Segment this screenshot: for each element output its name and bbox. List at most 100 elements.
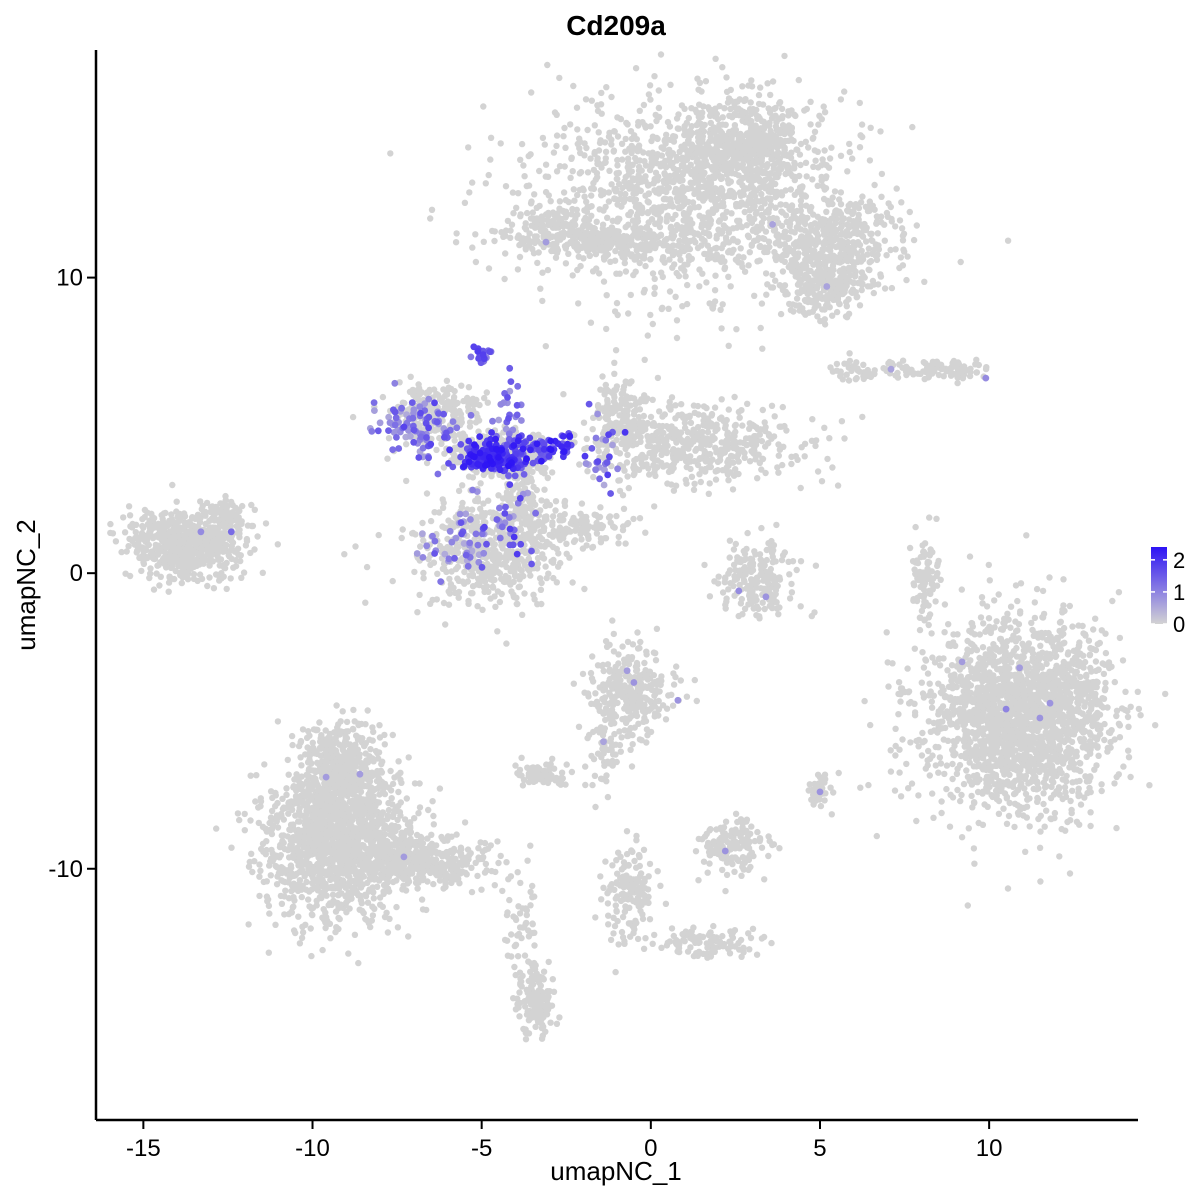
- cell-point: [636, 399, 643, 406]
- cell-point: [547, 198, 554, 205]
- cell-point: [768, 435, 775, 442]
- cell-point: [537, 586, 545, 593]
- cell-point: [570, 186, 577, 193]
- cell-point: [549, 469, 556, 476]
- cell-point: [580, 419, 588, 426]
- cell-point: [642, 529, 649, 536]
- cell-point: [804, 253, 812, 261]
- cell-point: [503, 640, 510, 647]
- cell-point: [499, 495, 507, 502]
- cell-point: [629, 419, 636, 426]
- cell-point: [636, 515, 644, 522]
- cell-point: [553, 142, 560, 150]
- cell-point: [621, 259, 628, 267]
- cell-point: [485, 171, 492, 179]
- cell-point: [731, 393, 738, 401]
- cell-point: [866, 266, 873, 274]
- cell-point: [783, 427, 790, 434]
- cell-point: [544, 173, 552, 180]
- cell-point: [651, 284, 658, 291]
- cell-point: [711, 404, 719, 411]
- cell-point: [670, 464, 677, 472]
- cell-point: [613, 421, 620, 428]
- cell-point: [556, 163, 564, 170]
- cell-point: [595, 129, 602, 136]
- cell-point: [428, 206, 436, 213]
- cell-point: [606, 167, 613, 174]
- cell-point: [653, 189, 660, 196]
- cell-point: [752, 441, 760, 448]
- cell-point: [549, 519, 556, 526]
- cell-point: [844, 207, 851, 214]
- cell-point: [698, 138, 706, 145]
- cell-point: [829, 464, 836, 471]
- cell-point: [850, 279, 857, 287]
- cell-point: [715, 218, 723, 225]
- cell-point: [596, 139, 604, 147]
- cell-point: [615, 169, 622, 177]
- cell-point: [614, 133, 622, 140]
- cell-point: [651, 290, 658, 297]
- cell-point: [791, 191, 798, 198]
- cell-point: [775, 469, 782, 476]
- cell-point: [611, 370, 618, 377]
- cell-point: [654, 151, 661, 158]
- cell-point: [611, 128, 618, 135]
- cell-point: [814, 268, 821, 275]
- cell-point: [614, 218, 621, 225]
- cell-point: [545, 212, 552, 219]
- cell-point: [672, 186, 680, 193]
- cell-point: [755, 100, 763, 108]
- cell-point: [672, 293, 679, 300]
- cell-point: [663, 218, 670, 225]
- cell-point: [576, 138, 584, 146]
- cell-point: [604, 398, 611, 405]
- cell-point: [719, 301, 726, 308]
- cell-point: [630, 395, 638, 402]
- cell-point: [458, 382, 465, 389]
- cell-point: [452, 565, 460, 573]
- cell-point: [425, 555, 432, 563]
- cell-point: [712, 272, 719, 279]
- cell-point: [694, 244, 702, 252]
- cell-point: [619, 253, 626, 261]
- cell-point: [612, 347, 620, 354]
- cell-point: [583, 144, 590, 152]
- cell-point: [846, 350, 853, 357]
- cell-point: [582, 230, 589, 237]
- cell-point: [757, 324, 764, 332]
- cell-point: [864, 251, 871, 258]
- cell-point: [759, 235, 766, 242]
- cell-point: [817, 217, 824, 224]
- cell-point: [813, 295, 821, 303]
- cell-point: [643, 223, 651, 231]
- cell-point: [701, 237, 708, 244]
- cell-point: [575, 300, 582, 307]
- cell-point: [706, 480, 713, 487]
- cell-point: [487, 509, 494, 516]
- cell-point: [559, 207, 567, 215]
- cell-point: [831, 188, 839, 195]
- cell-point: [541, 470, 548, 477]
- cell-point: [764, 248, 771, 256]
- cell-point: [705, 179, 712, 187]
- cell-point: [698, 176, 705, 183]
- cell-point: [427, 517, 435, 525]
- cell-point: [536, 575, 544, 582]
- cell-point: [721, 214, 729, 222]
- cell-point: [669, 203, 677, 210]
- cell-point: [529, 534, 536, 542]
- cell-point: [496, 554, 504, 562]
- cell-point: [820, 245, 828, 253]
- cell-point: [727, 283, 734, 290]
- cell-point: [420, 575, 427, 582]
- cell-point: [516, 583, 523, 590]
- cell-point: [672, 402, 679, 409]
- cell-point: [707, 220, 714, 228]
- cell-point: [602, 148, 610, 155]
- cell-point: [700, 412, 707, 419]
- cell-point: [702, 468, 709, 475]
- cell-point: [723, 74, 730, 81]
- cell-point: [923, 364, 931, 372]
- cell-point: [603, 405, 610, 412]
